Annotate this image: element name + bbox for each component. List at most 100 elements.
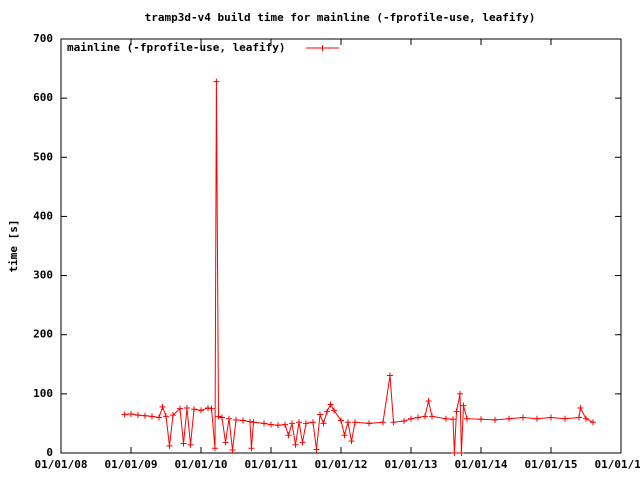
data-point bbox=[222, 439, 229, 446]
data-point bbox=[240, 417, 246, 424]
data-point bbox=[177, 405, 183, 412]
data-point bbox=[324, 408, 330, 415]
data-point bbox=[170, 412, 176, 419]
data-point bbox=[320, 420, 327, 427]
y-tick-label: 400 bbox=[33, 209, 53, 222]
data-point bbox=[460, 402, 467, 409]
data-point bbox=[212, 445, 218, 452]
data-point bbox=[457, 390, 463, 397]
data-point bbox=[184, 405, 190, 412]
data-point bbox=[285, 432, 292, 439]
data-point bbox=[548, 414, 554, 421]
data-point bbox=[458, 450, 465, 456]
y-tick-label: 200 bbox=[33, 328, 53, 341]
x-tick-label: 01/01/14 bbox=[455, 458, 508, 471]
data-point bbox=[275, 422, 281, 429]
data-point bbox=[583, 415, 589, 422]
data-point bbox=[450, 416, 456, 423]
x-tick-label: 01/01/09 bbox=[105, 458, 158, 471]
data-point bbox=[310, 419, 316, 426]
data-point bbox=[401, 418, 407, 425]
data-point bbox=[135, 412, 141, 419]
y-tick-label: 700 bbox=[33, 32, 53, 45]
series-line bbox=[124, 81, 594, 454]
data-point bbox=[352, 419, 358, 426]
x-tick-label: 01/01/08 bbox=[35, 458, 88, 471]
data-point bbox=[380, 419, 386, 426]
data-point bbox=[299, 439, 306, 446]
data-point bbox=[229, 447, 236, 454]
data-point bbox=[163, 413, 169, 420]
data-point bbox=[478, 416, 484, 423]
x-tick-label: 01/01/12 bbox=[315, 458, 368, 471]
data-point bbox=[453, 408, 460, 415]
data-point bbox=[415, 414, 421, 421]
data-point bbox=[205, 405, 211, 412]
data-point bbox=[296, 419, 302, 426]
x-tick-label: 01/01/15 bbox=[525, 458, 578, 471]
y-axis-label: time [s] bbox=[7, 220, 20, 273]
data-point bbox=[562, 415, 568, 422]
data-point bbox=[348, 438, 355, 445]
data-point bbox=[303, 420, 309, 427]
legend-label: mainline (-fprofile-use, leafify) bbox=[67, 41, 286, 54]
data-point bbox=[180, 440, 187, 447]
data-point bbox=[198, 407, 204, 414]
x-tick-label: 01/01/13 bbox=[385, 458, 438, 471]
data-point bbox=[219, 414, 225, 421]
data-point bbox=[429, 413, 435, 420]
data-point bbox=[534, 415, 540, 422]
x-tick-label: 01/01/16 bbox=[595, 458, 640, 471]
legend-swatch-marker bbox=[319, 45, 326, 51]
data-point bbox=[443, 415, 449, 422]
data-point bbox=[390, 419, 397, 426]
data-point bbox=[576, 414, 582, 421]
data-point bbox=[292, 441, 299, 448]
data-point bbox=[313, 446, 320, 453]
y-tick-label: 100 bbox=[33, 387, 53, 400]
data-point bbox=[366, 420, 372, 427]
data-point bbox=[331, 407, 337, 414]
chart-title: tramp3d-v4 build time for mainline (-fpr… bbox=[145, 11, 536, 24]
x-tick-label: 01/01/11 bbox=[245, 458, 298, 471]
data-point bbox=[121, 411, 128, 418]
plot-border bbox=[60, 38, 622, 454]
data-point bbox=[282, 421, 288, 428]
data-point bbox=[233, 416, 239, 423]
data-point bbox=[215, 413, 222, 420]
data-point bbox=[261, 420, 267, 427]
data-point bbox=[159, 403, 166, 410]
data-point bbox=[142, 412, 148, 419]
data-point bbox=[317, 411, 323, 418]
data-point bbox=[341, 432, 348, 439]
data-point bbox=[149, 413, 155, 420]
data-point bbox=[166, 442, 173, 449]
y-tick-label: 300 bbox=[33, 269, 53, 282]
y-tick-label: 500 bbox=[33, 150, 53, 163]
data-point bbox=[250, 419, 257, 426]
data-point bbox=[338, 417, 344, 424]
data-point bbox=[268, 421, 274, 428]
data-point bbox=[128, 410, 134, 417]
data-point bbox=[327, 401, 334, 408]
data-point bbox=[213, 78, 220, 85]
data-point bbox=[156, 414, 162, 421]
data-point bbox=[387, 372, 393, 379]
data-point bbox=[464, 415, 470, 422]
data-point bbox=[191, 406, 197, 413]
y-tick-label: 0 bbox=[46, 446, 53, 459]
y-tick-label: 600 bbox=[33, 91, 53, 104]
data-point bbox=[590, 419, 596, 426]
data-point bbox=[422, 413, 428, 420]
data-point bbox=[520, 414, 526, 421]
data-point bbox=[506, 415, 512, 422]
data-point bbox=[226, 415, 232, 422]
data-point bbox=[492, 416, 498, 423]
data-point bbox=[577, 405, 584, 412]
data-point bbox=[187, 441, 194, 448]
data-point bbox=[208, 405, 215, 412]
data-point bbox=[345, 419, 351, 426]
data-point bbox=[248, 445, 255, 452]
